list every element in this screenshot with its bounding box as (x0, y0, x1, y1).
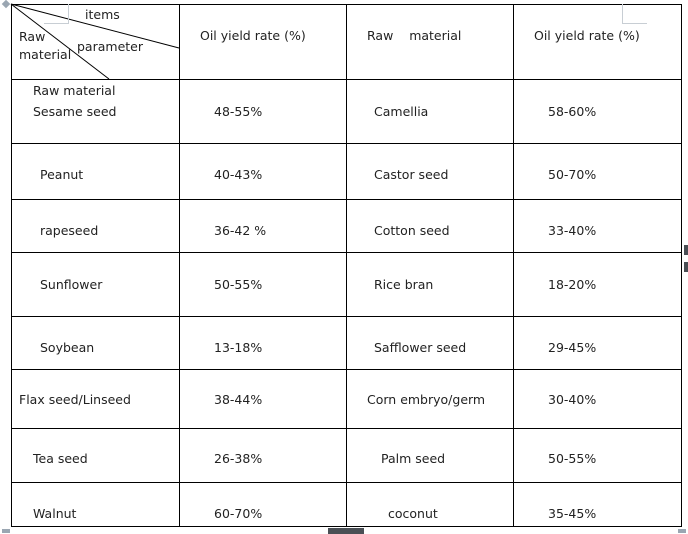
row-marker (678, 529, 686, 533)
cell-material-b: coconut (388, 506, 438, 521)
cell-yield-b: 18-20% (548, 277, 597, 292)
cell-yield-b: 50-70% (548, 167, 597, 182)
cell-yield-b: 50-55% (548, 451, 597, 466)
cell-material-b: Cotton seed (374, 223, 450, 238)
table-move-handle[interactable] (1, 0, 11, 9)
header-raw-label: Raw (19, 29, 46, 44)
cell-material-b: Palm seed (381, 451, 446, 466)
cell-material-a: Peanut (40, 167, 84, 182)
header-raw-material-2: Raw material (367, 28, 462, 43)
cell-material-b: Rice bran (374, 277, 434, 292)
cell-material-a: Soybean (40, 340, 95, 355)
grid-line-horizontal-2 (11, 143, 682, 144)
cell-material-a: Flax seed/Linseed (19, 392, 131, 407)
cell-material-b: Castor seed (374, 167, 449, 182)
grid-line-vertical-1 (11, 4, 12, 527)
grid-line-horizontal-1 (11, 79, 682, 80)
cell-yield-a: 38-44% (214, 392, 263, 407)
grid-line-horizontal-7 (11, 428, 682, 429)
grid-line-horizontal-3 (11, 199, 682, 200)
text-boundary-corner-mark (622, 4, 647, 24)
grid-line-horizontal-top (11, 4, 682, 5)
header-oil-yield-2: Oil yield rate (%) (534, 28, 640, 43)
cell-material-b: Camellia (374, 104, 429, 119)
grid-line-horizontal-bottom (11, 526, 682, 527)
header-parameter-label: parameter (77, 39, 143, 54)
grid-line-vertical-5 (681, 4, 682, 527)
cell-yield-b: 35-45% (548, 506, 597, 521)
grid-line-horizontal-8 (11, 482, 682, 483)
cell-material-a: Sesame seed (33, 104, 117, 119)
cell-yield-a: 36-42 % (214, 223, 267, 238)
cell-material-a: Walnut (33, 506, 77, 521)
table-resize-handle[interactable] (684, 262, 688, 272)
cell-yield-b: 58-60% (548, 104, 597, 119)
cell-yield-a: 60-70% (214, 506, 263, 521)
cell-yield-a: 13-18% (214, 340, 263, 355)
cell-material-b: Corn embryo/germ (367, 392, 486, 407)
cell-yield-a: 40-43% (214, 167, 263, 182)
row-marker (328, 528, 364, 534)
grid-line-horizontal-4 (11, 252, 682, 253)
cell-material-a: rapeseed (40, 223, 99, 238)
header-material-label: material (19, 47, 72, 62)
cell-yield-a: 48-55% (214, 104, 263, 119)
table-resize-handle[interactable] (684, 245, 688, 255)
grid-line-vertical-3 (346, 4, 347, 527)
cell-yield-b: 30-40% (548, 392, 597, 407)
cell-material-a: Tea seed (33, 451, 88, 466)
grid-line-horizontal-6 (11, 369, 682, 370)
grid-line-horizontal-5 (11, 316, 682, 317)
cell-yield-b: 29-45% (548, 340, 597, 355)
text-boundary-corner-mark (44, 4, 69, 24)
cell-yield-b: 33-40% (548, 223, 597, 238)
header-items-label: items (85, 7, 120, 22)
cell-material-a: Sunflower (40, 277, 103, 292)
grid-line-vertical-2 (179, 4, 180, 527)
cell-yield-a: 50-55% (214, 277, 263, 292)
header-oil-yield-1: Oil yield rate (%) (200, 28, 306, 43)
cell-yield-a: 26-38% (214, 451, 263, 466)
grid-line-vertical-4 (513, 4, 514, 527)
first-row-note: Raw material (33, 83, 116, 98)
cell-material-b: Safflower seed (374, 340, 467, 355)
row-marker (2, 529, 10, 533)
